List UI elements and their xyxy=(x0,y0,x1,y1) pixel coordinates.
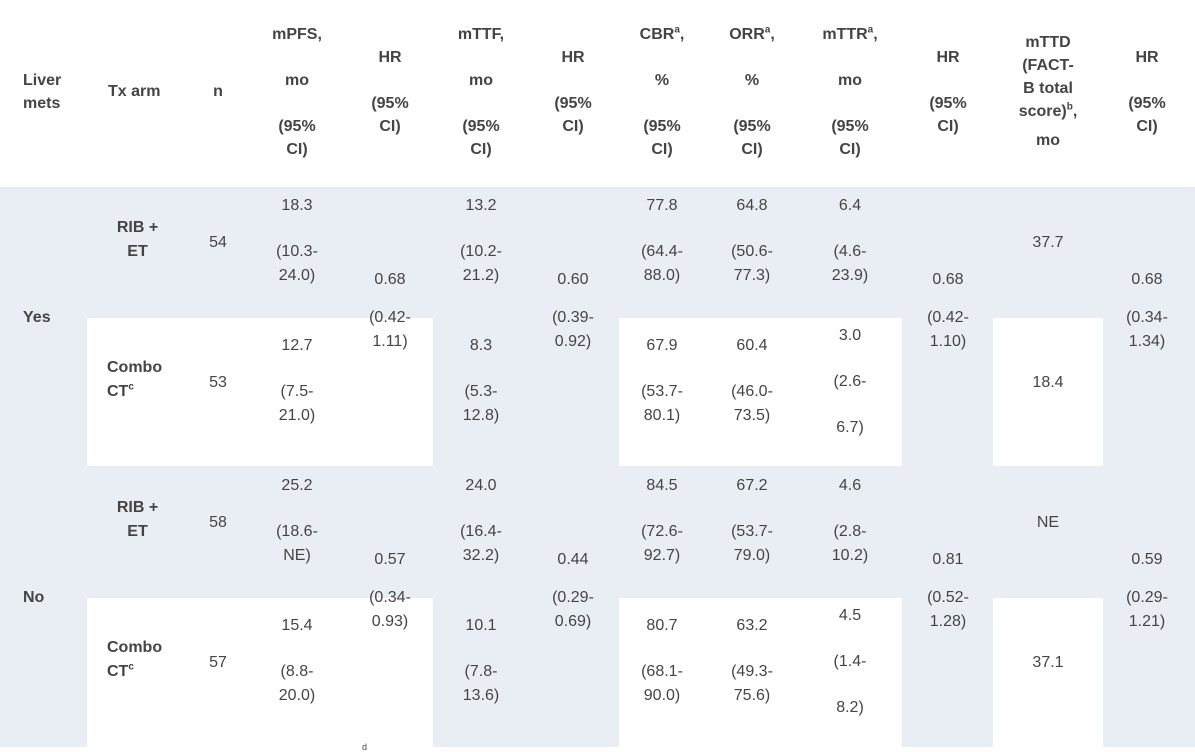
n-rib-et-yes: 54 xyxy=(209,234,227,251)
orr-combo-ct-yes: 60.4 (46.0- 73.5) xyxy=(731,337,773,424)
hr-ttd-yes: 0.68 (0.34- 1.34) xyxy=(1126,271,1168,350)
orr-combo-ct-no: 63.2 (49.3- 75.6) xyxy=(731,617,773,704)
hr-pfs-yes: 0.68 (0.42- 1.11) xyxy=(369,271,411,350)
header-mttd: mTTD (FACT- B total score)b, mo xyxy=(1018,34,1078,149)
orr-rib-et-yes: 64.8 (50.6- 77.3) xyxy=(731,197,773,284)
arm-rib-et-yes: RIB + ET xyxy=(116,219,159,260)
header-mttf: mTTF, mo (95% CI) xyxy=(457,25,505,158)
hr-ttr-yes: 0.68 (0.42- 1.10) xyxy=(927,271,969,350)
mttr-combo-ct-yes: 3.0 (2.6- 6.7) xyxy=(833,327,867,436)
mttr-combo-ct-no: 4.5 (1.4- 8.2) xyxy=(833,607,867,716)
n-combo-ct-no: 57 xyxy=(209,654,227,671)
mpfs-rib-et-yes: 18.3 (10.3- 24.0) xyxy=(276,197,318,284)
cbr-combo-ct-no: 80.7 (68.1- 90.0) xyxy=(641,617,683,704)
mttd-combo-ct-yes: 18.4 xyxy=(1032,374,1064,391)
mttf-combo-ct-yes: 8.3 (5.3- 12.8) xyxy=(462,337,500,424)
cbr-combo-ct-yes: 67.9 (53.7- 80.1) xyxy=(641,337,683,424)
arm-combo-ct-no: Combo CTc xyxy=(107,639,163,680)
liver-mets-no: No xyxy=(23,589,45,606)
header-mpfs: mPFS, mo (95% CI) xyxy=(272,25,322,158)
box-combo-no-rates xyxy=(619,598,902,748)
mpfs-combo-ct-no: 15.4 (8.8- 20.0) xyxy=(278,617,316,704)
mpfs-rib-et-no: 25.2 (18.6- NE) xyxy=(276,477,318,564)
hr-ttd-no: 0.59 (0.29- 1.21) xyxy=(1126,551,1168,630)
header-hr-ttd: HR (95% CI) xyxy=(1128,48,1166,135)
mttd-combo-ct-no: 37.1 xyxy=(1032,654,1064,671)
mttf-combo-ct-no: 10.1 (7.8- 13.6) xyxy=(462,617,500,704)
box-combo-yes-ttd xyxy=(993,318,1103,466)
header-hr-pfs: HR (95% CI) xyxy=(371,48,409,135)
n-rib-et-no: 58 xyxy=(209,514,227,531)
mttd-rib-et-yes: 37.7 xyxy=(1032,234,1064,251)
mttr-rib-et-yes: 6.4 (4.6- 23.9) xyxy=(831,197,869,284)
hr-ttr-no: 0.81 (0.52- 1.28) xyxy=(927,551,969,630)
n-combo-ct-yes: 53 xyxy=(209,374,227,391)
box-combo-no-ttd xyxy=(993,598,1103,748)
header-tx-arm: Tx arm xyxy=(108,83,161,100)
hr-pfs-no: 0.57 (0.34- 0.93) xyxy=(369,551,411,630)
footnote-mark: d xyxy=(362,742,368,752)
hr-ttf-yes: 0.60 (0.39- 0.92) xyxy=(552,271,594,350)
liver-mets-yes: Yes xyxy=(23,309,51,326)
arm-rib-et-no: RIB + ET xyxy=(116,499,159,540)
box-combo-yes-arm xyxy=(87,318,433,466)
header-hr-ttf: HR (95% CI) xyxy=(554,48,592,135)
box-combo-yes-rates xyxy=(619,318,902,466)
mpfs-combo-ct-yes: 12.7 (7.5- 21.0) xyxy=(278,337,316,424)
header-orr: ORRa, % (95% CI) xyxy=(729,24,775,158)
orr-rib-et-no: 67.2 (53.7- 79.0) xyxy=(731,477,773,564)
mttf-rib-et-no: 24.0 (16.4- 32.2) xyxy=(460,477,502,564)
mttd-rib-et-no: NE xyxy=(1036,514,1060,531)
hr-ttf-no: 0.44 (0.29- 0.69) xyxy=(552,551,594,630)
cbr-rib-et-no: 84.5 (72.6- 92.7) xyxy=(641,477,683,564)
header-n: n xyxy=(213,83,223,100)
mttf-rib-et-yes: 13.2 (10.2- 21.2) xyxy=(460,197,502,284)
mttr-rib-et-no: 4.6 (2.8- 10.2) xyxy=(831,477,869,564)
header-mttr: mTTRa, mo (95% CI) xyxy=(822,24,878,158)
header-liver-mets: Liver mets xyxy=(23,71,62,112)
header-cbr: CBRa, % (95% CI) xyxy=(639,24,685,158)
box-combo-no-arm xyxy=(87,598,433,748)
header-hr-ttr: HR (95% CI) xyxy=(929,48,967,135)
cbr-rib-et-yes: 77.8 (64.4- 88.0) xyxy=(641,197,683,284)
arm-combo-ct-yes: Combo CTc xyxy=(107,359,163,400)
